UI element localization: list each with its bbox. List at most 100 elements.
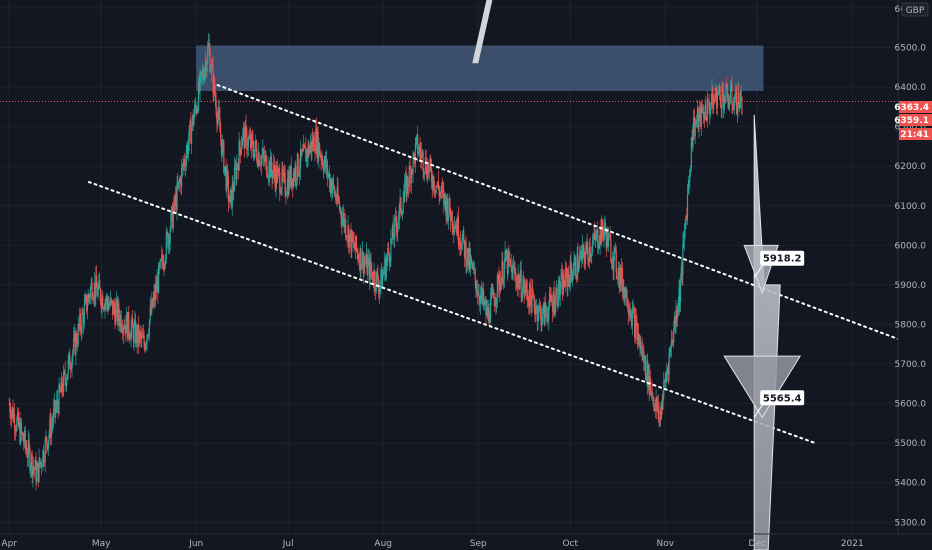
candle-body — [271, 170, 273, 179]
candle-body — [223, 142, 225, 173]
candle-body — [666, 368, 669, 374]
candle-body — [708, 98, 710, 108]
candle-body — [261, 155, 263, 158]
candle-body — [122, 327, 124, 334]
candle-body — [16, 418, 18, 431]
y-tick-label: 5400.0 — [895, 479, 927, 489]
candle-body — [186, 144, 188, 155]
candle-body — [299, 169, 301, 175]
candle-body — [394, 217, 396, 240]
candle-body — [127, 312, 129, 339]
candle-body — [199, 73, 201, 92]
candle-body — [220, 132, 222, 140]
candle-body — [376, 271, 378, 274]
candle-body — [680, 281, 682, 302]
y-tick-label: 5900.0 — [895, 281, 927, 291]
candle-body — [395, 216, 397, 226]
candle-body — [244, 124, 246, 149]
candle-body — [361, 265, 363, 270]
candle-body — [475, 279, 477, 292]
candle-body — [309, 142, 312, 149]
candle-body — [58, 384, 60, 414]
candle-body — [696, 120, 698, 122]
candle-body — [224, 165, 226, 167]
candle-body — [569, 260, 571, 287]
candle-body — [322, 158, 324, 167]
candle-body — [613, 250, 615, 270]
candle-body — [249, 136, 251, 139]
candle-body — [343, 213, 345, 228]
y-tick-label: 5500.0 — [895, 439, 927, 449]
candle-body — [116, 299, 118, 322]
candle-body — [250, 134, 252, 148]
candle-body — [422, 151, 424, 172]
candle-body — [331, 187, 333, 193]
candle-body — [279, 171, 281, 193]
candle-body — [45, 437, 47, 440]
candle-body — [697, 107, 699, 128]
candle-body — [480, 287, 482, 295]
candle-body — [483, 290, 485, 305]
candle-body — [375, 271, 377, 291]
candle-body — [263, 150, 265, 157]
candle-body — [698, 112, 700, 128]
candle-body — [689, 170, 691, 182]
candle-body — [81, 312, 83, 333]
candle-body — [663, 381, 665, 397]
candle-body — [149, 307, 151, 320]
candle-body — [648, 364, 650, 394]
candle-body — [405, 176, 407, 198]
candle-body — [40, 461, 42, 467]
candle-body — [92, 298, 94, 300]
candle-body — [565, 267, 567, 288]
candle-body — [578, 267, 580, 272]
price-tag — [899, 128, 932, 140]
candle-body — [397, 219, 400, 225]
candle-body — [300, 148, 302, 156]
candle-body — [314, 151, 316, 153]
candle-body — [358, 259, 361, 269]
candle-body — [344, 220, 346, 228]
candle-body — [517, 275, 519, 281]
candle-body — [37, 463, 39, 482]
candle-body — [327, 174, 329, 176]
candle-body — [117, 303, 119, 322]
candle-body — [591, 242, 594, 253]
candle-body — [336, 187, 338, 202]
candle-body — [672, 342, 674, 344]
candle-body — [217, 108, 220, 116]
candle-body — [332, 179, 334, 188]
candle-body — [152, 298, 154, 307]
candle-body — [515, 280, 518, 288]
candle-body — [145, 343, 147, 345]
candle-body — [612, 260, 614, 270]
candle-body — [674, 316, 676, 324]
price-callouts: 5918.2 5565.4 — [753, 250, 805, 418]
candle-body — [575, 275, 577, 279]
candle-body — [738, 92, 740, 105]
candle-body — [525, 282, 528, 291]
candle-body — [123, 327, 125, 329]
candle-body — [401, 213, 403, 215]
candle-body — [471, 262, 473, 269]
candle-body — [234, 167, 236, 169]
candle-body — [140, 334, 142, 340]
candle-body — [608, 234, 610, 236]
candle-body — [629, 311, 631, 316]
candle-body — [360, 248, 362, 270]
candle-body — [664, 380, 666, 383]
candle-body — [210, 71, 212, 72]
candle-body — [699, 106, 702, 127]
candle-body — [384, 258, 386, 272]
candle-body — [256, 160, 259, 167]
candle-body — [535, 305, 538, 310]
candle-body — [693, 116, 695, 133]
candle-body — [673, 328, 675, 343]
candle-body — [259, 164, 262, 166]
candle-body — [276, 169, 279, 183]
candle-body — [38, 457, 40, 482]
x-tick-label: Apr — [1, 539, 17, 549]
candle-body — [417, 152, 420, 154]
currency-badge[interactable] — [901, 2, 929, 17]
candle-body — [19, 421, 21, 443]
